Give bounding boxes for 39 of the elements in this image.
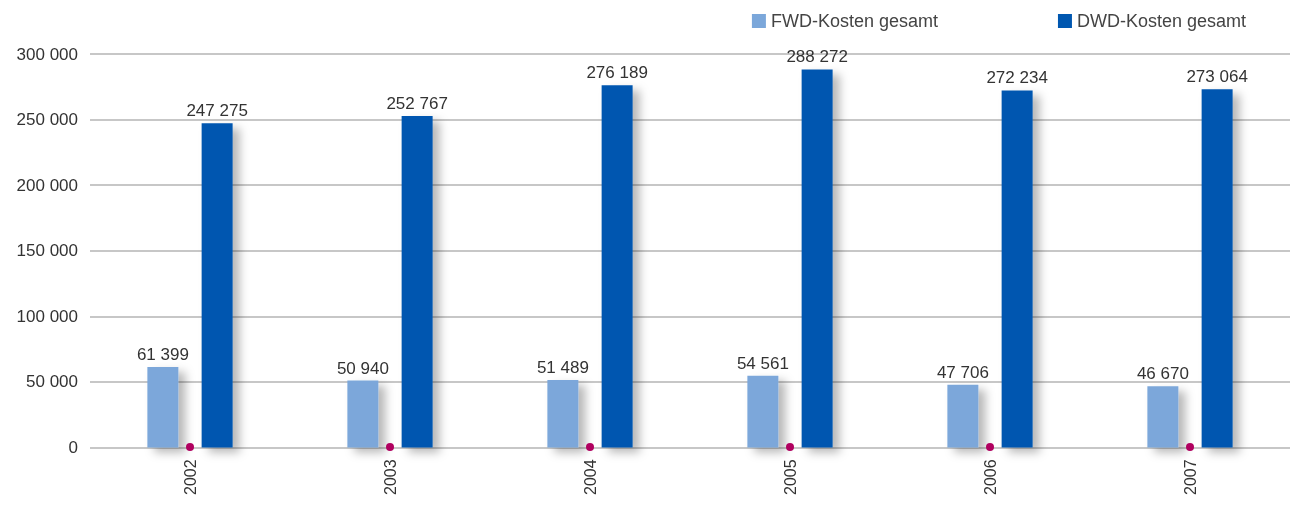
y-tick-label: 200 000 [16, 175, 78, 195]
data-label: 276 189 [586, 63, 648, 83]
x-tick-label: 2004 [581, 459, 599, 495]
bar [747, 375, 779, 448]
bar [1001, 90, 1033, 448]
data-label: 46 670 [1136, 364, 1189, 384]
bar [147, 366, 179, 448]
y-tick-label: 100 000 [16, 306, 78, 326]
y-tick-label: 150 000 [16, 241, 78, 261]
bar [947, 384, 979, 448]
data-label: 252 767 [386, 93, 448, 113]
bar [401, 115, 433, 448]
data-label: 288 272 [786, 47, 848, 67]
x-tick-label: 2005 [781, 459, 799, 495]
data-label: 50 940 [336, 358, 389, 378]
bar [1201, 89, 1233, 448]
data-label: 61 399 [136, 344, 189, 364]
y-tick-label: 300 000 [16, 44, 78, 64]
bar [1147, 386, 1179, 448]
bar [601, 85, 633, 448]
y-tick-label: 0 [68, 437, 78, 457]
x-tick-label: 2003 [381, 459, 399, 495]
bar [547, 379, 579, 448]
bar [201, 123, 233, 448]
x-tick-label: 2006 [981, 459, 999, 495]
data-label: 247 275 [186, 101, 248, 121]
data-label: 54 561 [736, 353, 789, 373]
x-tick-label: 2002 [181, 459, 199, 495]
y-tick-label: 250 000 [16, 110, 78, 130]
data-label: 273 064 [1186, 67, 1248, 87]
bar [347, 380, 379, 448]
data-label: 51 489 [536, 357, 589, 377]
data-label: 272 234 [986, 68, 1048, 88]
legend-label: DWD-Kosten gesamt [1076, 11, 1247, 31]
legend-label: FWD-Kosten gesamt [770, 11, 938, 31]
y-tick-label: 50 000 [26, 372, 78, 392]
bar [801, 69, 833, 448]
x-tick-label: 2007 [1181, 459, 1199, 495]
data-label: 47 706 [936, 362, 989, 382]
